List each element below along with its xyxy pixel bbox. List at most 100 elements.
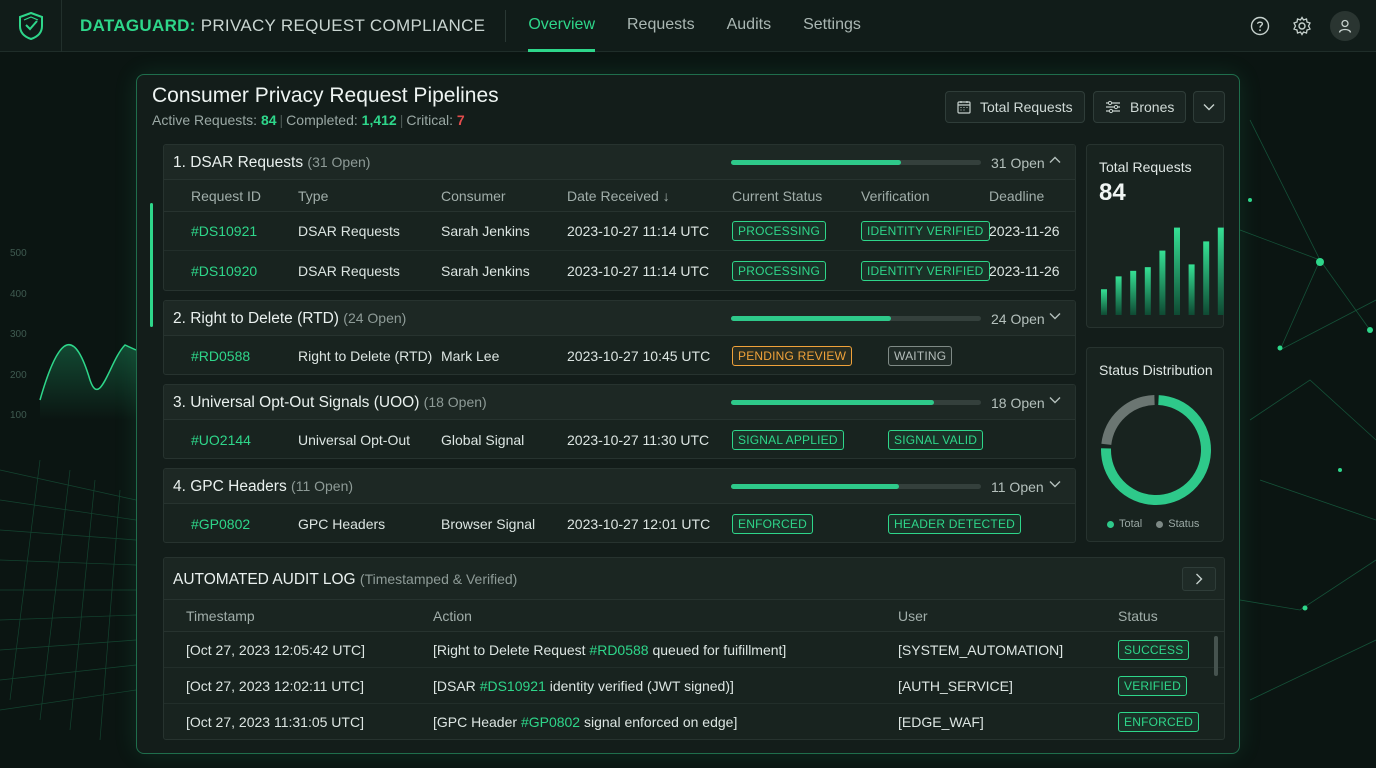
nav-overview[interactable]: Overview	[528, 0, 595, 52]
bg-axis-label: 300	[10, 329, 27, 340]
group-header[interactable]: 3. Universal Opt-Out Signals (UOO) (18 O…	[164, 385, 1075, 420]
group-title: 1. DSAR Requests (31 Open)	[173, 154, 370, 172]
mini-bar	[1159, 250, 1166, 315]
audit-table-header: Timestamp Action User Status	[164, 600, 1224, 632]
active-requests-value: 84	[260, 112, 277, 128]
group-title-text: 2. Right to Delete (RTD)	[173, 310, 339, 327]
pipeline-scrollbar[interactable]	[150, 203, 153, 327]
top-icon-group	[1246, 0, 1360, 52]
mini-bar-chart	[1101, 227, 1224, 315]
action-request-link[interactable]: #RD0588	[589, 641, 649, 658]
request-date: 2023-10-27 10:45 UTC	[567, 347, 711, 364]
shield-logo-icon[interactable]	[0, 0, 62, 52]
group-header[interactable]: 1. DSAR Requests (31 Open) 31 Open	[164, 145, 1075, 180]
stat-label: Completed:	[286, 112, 358, 128]
request-id[interactable]: #DS10920	[191, 262, 258, 279]
action-text: [Right to Delete Request	[433, 641, 590, 658]
mini-bar	[1101, 289, 1107, 315]
request-consumer: Mark Lee	[441, 347, 500, 364]
donut-slice-total	[1101, 395, 1211, 505]
options-dropdown-button[interactable]	[1193, 91, 1225, 123]
col-date-received[interactable]: Date Received ↓	[567, 188, 670, 204]
table-row[interactable]: #UO2144 Universal Opt-Out Global Signal …	[164, 420, 1075, 458]
group-open-count: 11 Open	[991, 479, 1044, 495]
group-title: 3. Universal Opt-Out Signals (UOO) (18 O…	[173, 394, 487, 412]
table-row[interactable]: #DS10921 DSAR Requests Sarah Jenkins 202…	[164, 212, 1075, 251]
help-icon[interactable]	[1246, 12, 1274, 40]
table-row[interactable]: #DS10920 DSAR Requests Sarah Jenkins 202…	[164, 251, 1075, 290]
group-open-note: (11 Open)	[291, 478, 354, 494]
audit-row[interactable]: [Oct 27, 2023 11:31:05 UTC] [GPC Header …	[164, 704, 1224, 739]
verification-badge: WAITING	[888, 345, 953, 366]
request-consumer: Browser Signal	[441, 515, 536, 532]
col-timestamp[interactable]: Timestamp	[186, 607, 255, 624]
chart-legend: Total Status	[1107, 518, 1199, 530]
chevron-right-icon	[1196, 573, 1203, 585]
table-row[interactable]: #RD0588 Right to Delete (RTD) Mark Lee 2…	[164, 336, 1075, 374]
group-header[interactable]: 4. GPC Headers (11 Open) 11 Open	[164, 469, 1075, 504]
audit-scrollbar[interactable]	[1214, 636, 1218, 676]
action-text: [DSAR	[433, 677, 480, 694]
audit-row[interactable]: [Oct 27, 2023 12:05:42 UTC] [Right to De…	[164, 632, 1224, 668]
audit-row[interactable]: [Oct 27, 2023 12:02:11 UTC] [DSAR #DS109…	[164, 668, 1224, 704]
chevron-down-icon[interactable]	[1049, 396, 1061, 404]
col-request-id[interactable]: Request ID	[191, 187, 262, 204]
bg-axis-label: 500	[10, 248, 27, 259]
nav-requests[interactable]: Requests	[627, 15, 695, 33]
user-avatar[interactable]	[1330, 11, 1360, 41]
chevron-down-icon[interactable]	[1049, 312, 1061, 320]
mini-bar	[1217, 227, 1224, 315]
verification-badge: SIGNAL VALID	[888, 429, 984, 450]
request-id[interactable]: #GP0802	[191, 515, 251, 532]
donut-slice-status	[1101, 395, 1155, 446]
legend-total: Total	[1107, 518, 1142, 530]
request-id[interactable]: #DS10921	[191, 223, 258, 239]
total-requests-card: Total Requests 84	[1086, 144, 1224, 328]
request-deadline: 2023-11-26	[989, 262, 1060, 279]
sort-down-icon: ↓	[662, 187, 670, 204]
top-navigation-bar: DATAGUARD: PRIVACY REQUEST COMPLIANCE Ov…	[0, 0, 1376, 52]
col-user[interactable]: User	[898, 607, 928, 624]
col-consumer[interactable]: Consumer	[441, 187, 506, 204]
action-request-link[interactable]: #DS10921	[479, 677, 546, 694]
col-status[interactable]: Status	[1118, 607, 1158, 624]
col-type[interactable]: Type	[298, 187, 329, 204]
mini-bar	[1203, 241, 1210, 315]
group-open-note: (31 Open)	[307, 154, 371, 170]
bg-axis-label: 200	[10, 369, 27, 381]
mini-bar	[1144, 267, 1151, 315]
col-verification[interactable]: Verification	[861, 187, 930, 204]
col-current-status[interactable]: Current Status	[732, 187, 823, 204]
filter-label: Brones	[1130, 99, 1175, 115]
request-type: GPC Headers	[298, 515, 386, 532]
request-id[interactable]: #RD0588	[191, 347, 251, 364]
table-row[interactable]: #GP0802 GPC Headers Browser Signal 2023-…	[164, 504, 1075, 542]
legend-status: Status	[1156, 518, 1199, 530]
chevron-up-icon[interactable]	[1049, 156, 1061, 164]
action-text: identity verified (JWT signed)]	[545, 677, 734, 694]
col-deadline[interactable]: Deadline	[989, 187, 1045, 204]
nav-audits[interactable]: Audits	[726, 15, 772, 33]
total-requests-label: Total Requests	[980, 99, 1073, 115]
col-action[interactable]: Action	[433, 607, 472, 624]
total-requests-button[interactable]: Total Requests	[945, 91, 1085, 123]
audit-log: AUTOMATED AUDIT LOG (Timestamped & Verif…	[163, 557, 1225, 740]
filter-button[interactable]: Brones	[1093, 91, 1187, 123]
nav-settings[interactable]: Settings	[803, 15, 861, 33]
request-id[interactable]: #UO2144	[191, 431, 251, 448]
card-title: Total Requests	[1099, 159, 1192, 175]
gear-icon[interactable]	[1288, 12, 1316, 40]
critical-value: 7	[456, 112, 465, 128]
divider	[505, 9, 507, 42]
group-open-count: 18 Open	[991, 395, 1045, 411]
audit-title-text: AUTOMATED AUDIT LOG	[173, 571, 356, 588]
request-type: DSAR Requests	[298, 262, 400, 279]
group-progress-fill	[731, 160, 901, 165]
group-header[interactable]: 2. Right to Delete (RTD) (24 Open) 24 Op…	[164, 301, 1075, 336]
request-type: DSAR Requests	[298, 223, 400, 239]
filter-icon	[1106, 100, 1120, 114]
audit-next-button[interactable]	[1182, 567, 1216, 591]
action-request-link[interactable]: #GP0802	[520, 714, 581, 730]
chevron-down-icon[interactable]	[1049, 480, 1061, 488]
audit-user: [SYSTEM_AUTOMATION]	[898, 641, 1064, 658]
